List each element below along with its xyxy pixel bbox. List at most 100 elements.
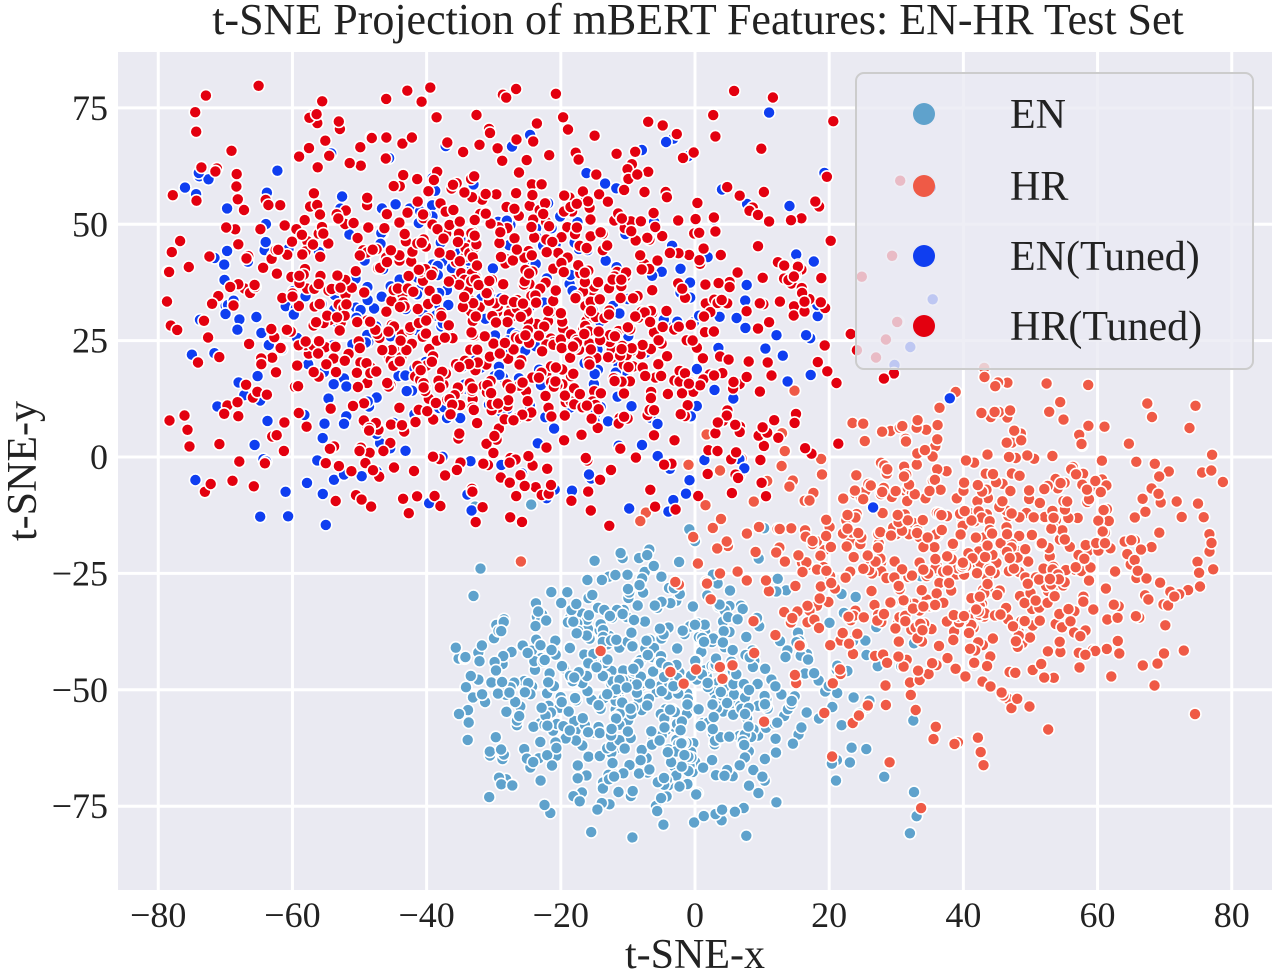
data-point	[540, 461, 555, 476]
data-point	[466, 589, 481, 603]
data-point	[534, 177, 549, 192]
data-point	[654, 569, 669, 584]
data-point	[1110, 610, 1125, 625]
data-point	[585, 588, 600, 602]
data-point	[794, 720, 809, 735]
data-point	[842, 636, 856, 651]
data-point	[292, 149, 306, 164]
data-point	[759, 573, 773, 588]
data-point	[639, 633, 654, 648]
data-point	[646, 206, 661, 220]
data-point	[352, 341, 367, 355]
data-point	[669, 127, 684, 141]
data-point	[986, 631, 1000, 646]
data-point	[834, 718, 849, 733]
data-point	[584, 411, 599, 426]
data-point	[1078, 647, 1093, 662]
data-point	[698, 277, 713, 292]
data-point	[672, 555, 686, 569]
data-point	[619, 680, 634, 695]
data-point	[1151, 486, 1166, 501]
data-point	[465, 484, 480, 499]
data-point	[494, 742, 508, 757]
data-point	[852, 708, 866, 723]
data-point	[591, 324, 606, 339]
data-point	[486, 261, 500, 276]
data-point	[1139, 571, 1154, 586]
data-point	[507, 202, 522, 216]
data-point	[713, 685, 728, 699]
data-point	[1145, 410, 1159, 424]
data-point	[746, 494, 761, 509]
data-point	[778, 650, 793, 664]
data-point	[860, 548, 875, 563]
data-point	[556, 265, 571, 279]
data-point	[250, 369, 265, 383]
data-point	[318, 133, 333, 148]
data-point	[725, 658, 740, 673]
data-point	[271, 243, 286, 257]
data-point	[160, 294, 174, 309]
data-point	[549, 360, 563, 375]
data-point	[762, 315, 776, 330]
data-point	[406, 284, 421, 299]
x-tick-label: 0	[686, 895, 704, 935]
data-point	[539, 245, 554, 259]
data-point	[388, 197, 403, 212]
data-point	[569, 626, 584, 641]
data-point	[503, 381, 518, 396]
data-point	[928, 472, 942, 487]
data-point	[773, 294, 787, 309]
data-point	[563, 641, 577, 655]
data-point	[1034, 657, 1048, 671]
data-point	[654, 791, 668, 805]
data-point	[994, 685, 1009, 700]
data-point	[598, 176, 612, 191]
data-point	[920, 530, 935, 545]
data-point	[350, 315, 365, 329]
data-point	[306, 365, 321, 379]
data-point	[899, 434, 913, 449]
data-point	[467, 228, 482, 243]
data-point	[635, 438, 649, 452]
data-point	[429, 292, 444, 307]
data-point	[496, 277, 511, 292]
data-point	[239, 377, 253, 392]
data-point	[217, 406, 231, 421]
data-point	[212, 437, 227, 451]
data-point	[258, 235, 273, 249]
data-point	[813, 295, 828, 310]
data-point	[675, 623, 690, 638]
data-point	[663, 702, 677, 717]
data-point	[566, 339, 580, 354]
data-point	[432, 380, 447, 395]
data-point	[708, 426, 723, 441]
data-point	[534, 700, 549, 715]
data-point	[891, 649, 906, 664]
data-point	[608, 568, 623, 582]
x-tick-label: −80	[130, 895, 186, 935]
data-point	[760, 355, 775, 370]
data-point	[835, 626, 850, 640]
data-point	[600, 238, 615, 253]
data-point	[758, 661, 773, 676]
data-point	[561, 704, 576, 719]
data-point	[1081, 418, 1096, 433]
data-point	[420, 404, 435, 419]
data-point	[208, 164, 223, 179]
data-point	[522, 266, 536, 281]
data-point	[253, 222, 268, 236]
data-point	[1028, 593, 1043, 608]
data-point	[729, 445, 743, 460]
data-point	[840, 521, 855, 536]
data-point	[578, 451, 593, 465]
data-point	[380, 376, 395, 390]
data-point	[617, 183, 631, 197]
data-point	[688, 212, 703, 226]
data-point	[505, 778, 520, 793]
data-point	[442, 274, 456, 289]
data-point	[582, 608, 596, 623]
data-point	[1023, 630, 1037, 645]
data-point	[506, 413, 521, 428]
data-point	[519, 153, 534, 167]
